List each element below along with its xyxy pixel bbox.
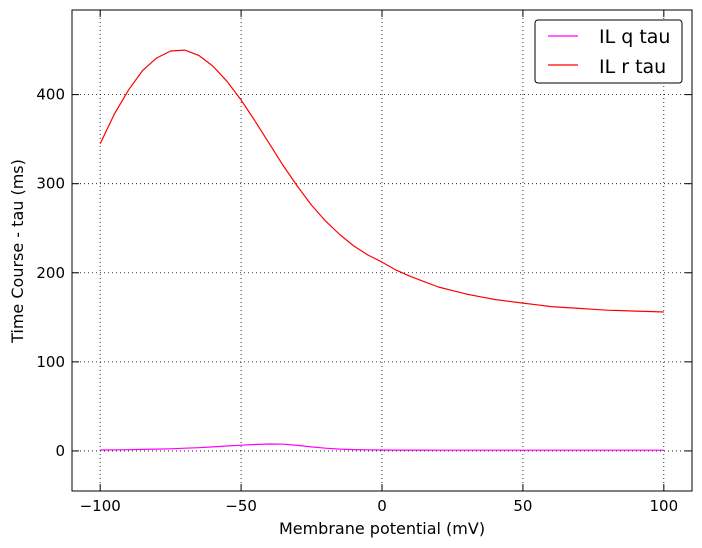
x-tick-label: −50 — [225, 497, 257, 515]
x-axis-label: Membrane potential (mV) — [279, 519, 485, 538]
series-lines — [99, 49, 664, 451]
series-line-1 — [99, 49, 664, 313]
legend-label-r: IL r tau — [599, 56, 666, 78]
legend: IL q tau IL r tau — [534, 19, 683, 84]
grid-lines — [72, 10, 692, 491]
x-tick-label: 0 — [377, 497, 387, 515]
y-tick-label: 200 — [36, 264, 65, 282]
y-tick-label: 100 — [36, 353, 65, 371]
x-tick-label: 100 — [649, 497, 678, 515]
y-tick-label: 0 — [55, 442, 65, 460]
y-tick-label: 300 — [36, 175, 65, 193]
legend-label-q: IL q tau — [599, 26, 670, 48]
series-line-0 — [100, 443, 664, 451]
x-tick-label: 50 — [513, 497, 532, 515]
axis-ticks — [72, 10, 692, 491]
y-axis-label: Time Course - tau (ms) — [8, 159, 27, 344]
y-tick-label: 400 — [36, 86, 65, 104]
tick-labels: −100 −50 0 50 100 0 100 200 300 400 — [36, 86, 678, 515]
x-tick-label: −100 — [80, 497, 121, 515]
